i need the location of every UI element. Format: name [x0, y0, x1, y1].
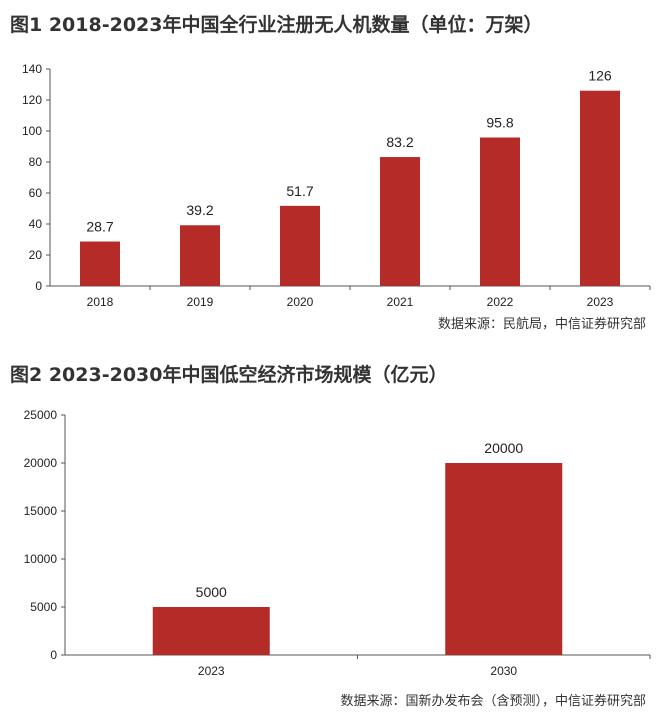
x-tick-label-2018: 2018 [87, 295, 114, 309]
data-label-2021: 83.2 [386, 134, 413, 150]
x-tick-label-2022: 2022 [487, 295, 514, 309]
y-tick-label: 20000 [24, 456, 58, 470]
y-tick-label: 100 [22, 124, 42, 138]
data-label-2018: 28.7 [86, 219, 113, 235]
y-tick-label: 0 [35, 279, 42, 293]
y-tick-label: 20 [29, 248, 43, 262]
data-label-2022: 95.8 [486, 115, 513, 131]
figure-2-bar-chart: 0 5000 10000 15000 20000 25000 5000 2023 20000 20… [24, 408, 651, 678]
figure-2-source-note: 数据来源：国新办发布会（含预测），中信证券研究部 [340, 694, 646, 709]
y-tick-label: 5000 [30, 600, 57, 614]
bar-2022 [480, 137, 520, 286]
y-tick-label: 60 [29, 186, 43, 200]
y-tick-label: 15000 [24, 504, 58, 518]
x-tick-label-2023: 2023 [587, 295, 614, 309]
bar-2023 [152, 607, 270, 655]
y-tick-label: 120 [22, 93, 42, 107]
y-tick-label: 10000 [24, 552, 58, 566]
figure-2-title: 图2 2023-2030年中国低空经济市场规模（亿元） [10, 364, 448, 386]
data-label-2019: 39.2 [186, 202, 213, 218]
x-tick-label-2019: 2019 [187, 295, 214, 309]
bar-2021 [380, 157, 420, 286]
bar-2019 [180, 225, 220, 286]
y-tick-label: 140 [22, 62, 42, 76]
x-tick-label-2023: 2023 [198, 664, 225, 678]
bar-2020 [280, 205, 320, 286]
y-tick-label: 25000 [24, 408, 58, 422]
y-tick-label: 80 [29, 155, 43, 169]
x-tick-label-2020: 2020 [287, 295, 314, 309]
bar-2018 [80, 241, 120, 286]
data-label-2030: 20000 [484, 440, 523, 456]
x-tick-label-2021: 2021 [387, 295, 414, 309]
bar-2023 [580, 90, 620, 286]
x-tick-label-2030: 2030 [490, 664, 517, 678]
y-tick-label: 0 [50, 648, 57, 662]
bar-2030 [445, 463, 563, 655]
y-tick-label: 40 [29, 217, 43, 231]
data-label-2020: 51.7 [286, 183, 313, 199]
figure-1-bar-chart: 0 20 40 60 80 100 120 140 28.7 2018 39.2 2019 51.7 20… [22, 62, 651, 309]
data-label-2023: 5000 [196, 584, 227, 600]
figure-1-source-note: 数据来源：民航局，中信证券研究部 [437, 317, 646, 332]
figure-1-title: 图1 2018-2023年中国全行业注册无人机数量（单位：万架） [10, 14, 543, 36]
data-label-2023: 126 [588, 68, 612, 84]
